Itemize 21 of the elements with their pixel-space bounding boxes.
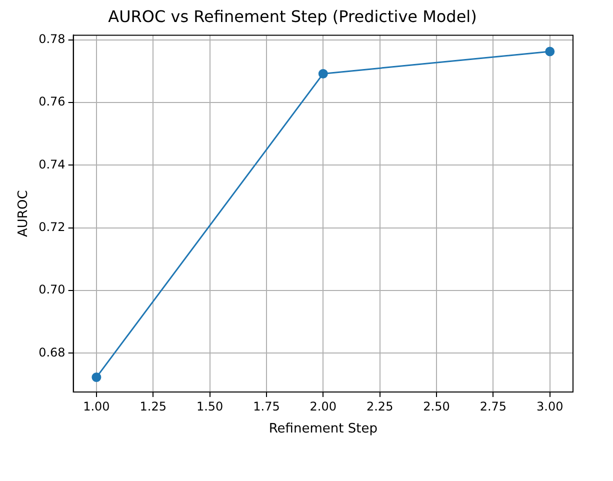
point: [92, 372, 102, 382]
y-tick-label: 0.78: [38, 32, 66, 46]
y-tick-label: 0.76: [38, 94, 66, 109]
y-tick-label: 0.72: [38, 220, 66, 234]
point: [545, 46, 555, 56]
y-tick-label: 0.74: [38, 157, 66, 172]
y-tick-label: 0.70: [38, 282, 66, 297]
x-tick-label: 3.00: [536, 399, 564, 414]
x-tick-label: 2.50: [423, 399, 450, 414]
point: [318, 68, 328, 78]
chart-title: AUROC vs Refinement Step (Predictive Model): [108, 6, 477, 26]
x-tick-label: 1.25: [140, 399, 166, 414]
x-axis-title: Refinement Step: [268, 422, 378, 437]
x-tick-label: 1.50: [196, 399, 224, 414]
y-axis-title: AUROC: [16, 190, 32, 237]
x-tick-label: 2.25: [366, 399, 394, 414]
x-tick-label: 1.75: [253, 399, 280, 414]
y-tick-label: 0.68: [38, 345, 66, 360]
x-tick-label: 2.00: [310, 399, 337, 414]
x-tick-label: 1.00: [83, 399, 110, 414]
x-tick-label: 2.75: [480, 399, 507, 414]
